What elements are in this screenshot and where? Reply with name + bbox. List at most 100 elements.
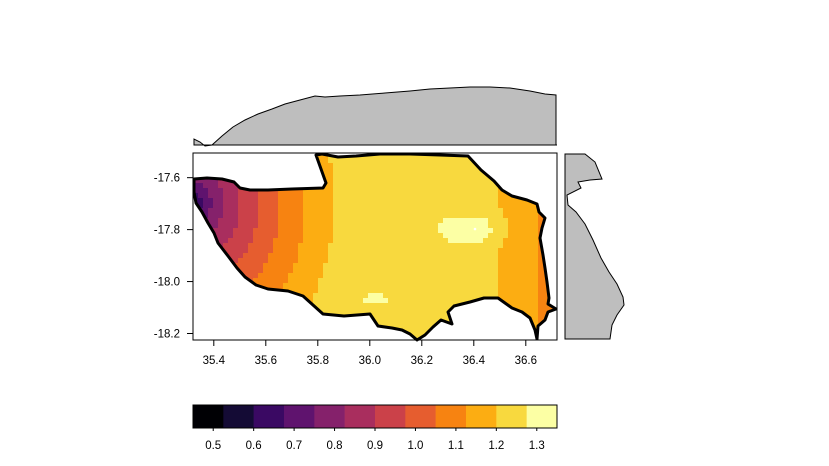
surface-cell [428,178,434,184]
surface-cell [373,288,379,294]
surface-cell [523,258,529,264]
surface-cell [288,263,294,269]
surface-cell [388,263,394,269]
surface-cell [398,308,404,314]
surface-cell [278,243,284,249]
surface-cell [413,298,419,304]
surface-cell [433,288,439,294]
surface-cell [533,238,539,244]
surface-cell [378,318,384,324]
surface-cell [498,223,504,229]
surface-cell [423,258,429,264]
surface-cell [413,238,419,244]
surface-cell [263,198,269,204]
surface-cell [488,238,494,244]
surface-cell [533,243,539,249]
surface-cell [443,178,449,184]
surface-cell [208,213,214,219]
surface-cell [263,238,269,244]
surface-cell [268,223,274,229]
surface-cell [478,193,484,199]
surface-cell [303,248,309,254]
surface-cell [498,248,504,254]
surface-cell [398,263,404,269]
surface-cell [508,283,514,289]
surface-cell [503,273,509,279]
surface-cell [483,218,489,224]
surface-cell [453,158,459,164]
surface-cell [493,208,499,214]
surface-cell [373,183,379,189]
surface-cell [338,283,344,289]
surface-cell [418,303,424,309]
surface-cell [478,238,484,244]
surface-cell [428,163,434,169]
surface-cell [478,263,484,269]
surface-cell [398,228,404,234]
surface-cell [448,168,454,174]
surface-cell [393,238,399,244]
surface-cell [463,203,469,209]
surface-cell [338,288,344,294]
surface-cell [438,243,444,249]
surface-cell [533,298,539,304]
surface-cell [323,154,329,159]
surface-cell [473,253,479,259]
surface-cell [378,208,384,214]
surface-cell [218,203,224,209]
surface-cell [393,298,399,304]
surface-cell [273,263,279,269]
surface-cell [253,253,259,259]
surface-cell [503,263,509,269]
surface-cell [508,218,514,224]
surface-cell [353,288,359,294]
surface-cell [428,154,434,159]
surface-cell [528,308,534,314]
surface-cell [273,223,279,229]
surface-cell [343,158,349,164]
surface-cell [513,288,519,294]
surface-cell [528,238,534,244]
surface-cell [518,218,524,224]
surface-cell [413,203,419,209]
surface-cell [358,303,364,309]
surface-cell [298,238,304,244]
surface-cell [358,158,364,164]
surface-cell [438,278,444,284]
surface-cell [223,203,229,209]
surface-cell [318,213,324,219]
surface-cell [488,193,494,199]
surface-cell [323,213,329,219]
surface-cell [373,313,379,319]
surface-cell [403,223,409,229]
surface-cell [253,268,259,274]
surface-cell [433,263,439,269]
surface-cell [478,198,484,204]
surface-cell [323,173,329,179]
surface-cell [433,223,439,229]
surface-cell [353,198,359,204]
surface-cell [528,208,534,214]
surface-cell [473,223,479,229]
surface-cell [243,268,249,274]
surface-cell [213,198,219,204]
surface-cell [493,188,499,194]
surface-cell [408,188,414,194]
surface-cell [443,198,449,204]
surface-cell [523,228,529,234]
surface-cell [343,273,349,279]
surface-cell [363,178,369,184]
surface-cell [418,243,424,249]
surface-cell [323,308,329,314]
surface-cell [313,198,319,204]
surface-cell [298,273,304,279]
surface-cell [443,283,449,289]
surface-cell [473,288,479,294]
surface-cell [498,283,504,289]
surface-cell [518,238,524,244]
surface-cell [363,263,369,269]
surface-cell [343,293,349,299]
surface-cell [463,183,469,189]
surface-cell [343,248,349,254]
surface-cell [383,268,389,274]
